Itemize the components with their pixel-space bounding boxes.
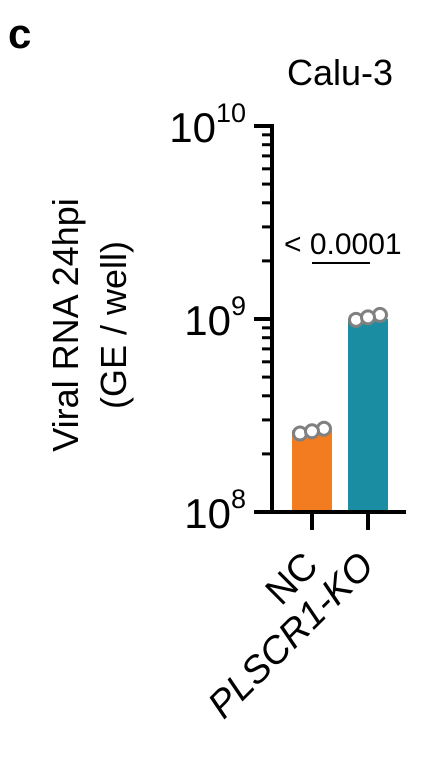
y-tick-base: 10: [169, 104, 216, 151]
chart-title: Calu-3: [287, 52, 393, 93]
y-tick-label: 109: [184, 291, 246, 344]
y-tick-exponent: 8: [231, 484, 246, 514]
y-tick-base: 10: [184, 297, 231, 344]
data-point: [304, 423, 320, 440]
y-tick-label: 108: [184, 484, 246, 537]
bars: [292, 319, 388, 512]
y-tick-label: 1010: [169, 98, 246, 151]
significance-label: < 0.0001: [284, 228, 402, 261]
y-axis-title-line1: Viral RNA 24hpi: [45, 198, 86, 451]
data-points: [292, 306, 388, 442]
y-axis-title: Viral RNA 24hpi (GE / well): [45, 198, 134, 451]
bar: [348, 319, 388, 512]
significance-annotation: < 0.0001: [284, 228, 402, 264]
data-point: [360, 309, 376, 326]
y-tick-exponent: 9: [231, 291, 246, 321]
y-tick-exponent: 10: [216, 98, 246, 128]
panel-label: c: [8, 10, 31, 57]
y-tick-base: 10: [184, 490, 231, 537]
y-axis-title-line2: (GE / well): [93, 241, 134, 409]
bar: [292, 430, 332, 512]
